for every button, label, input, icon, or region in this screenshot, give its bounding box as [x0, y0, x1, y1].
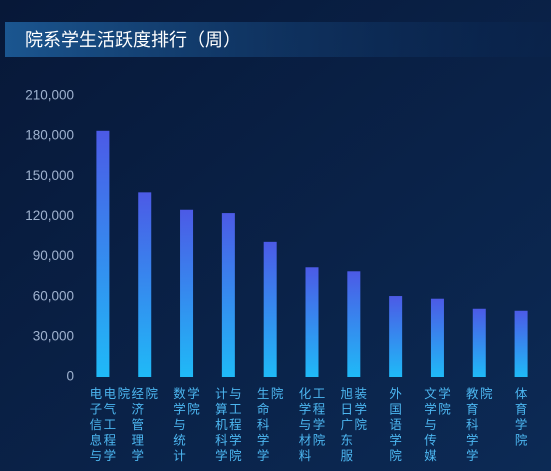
x-tick-label: 数学与统计学院 — [173, 386, 200, 463]
x-tick-label: 旭日广东服装学院 — [341, 386, 368, 463]
bar — [221, 213, 235, 377]
x-tick-label: 教育科学学院 — [466, 386, 493, 463]
x-tick-label: 电子信息与电气工程学院 — [90, 386, 131, 463]
x-tick-label: 经济管理学院 — [131, 386, 158, 463]
chart-title: 院系学生活跃度排行（周） — [25, 30, 241, 51]
bar — [430, 298, 444, 377]
x-tick-label: 体育学院 — [515, 386, 528, 448]
title-bar — [5, 22, 551, 57]
bar — [263, 241, 277, 377]
bar — [472, 308, 486, 377]
bar — [180, 209, 194, 377]
x-tick-label: 文学与传媒学院 — [424, 386, 451, 463]
bar — [389, 296, 403, 377]
bar — [347, 271, 361, 377]
bar — [96, 130, 110, 377]
y-tick-label: 120,000 — [25, 208, 74, 223]
x-tick-label: 计算机科学与工程学院 — [215, 386, 242, 463]
x-tick-label: 外国语学院 — [389, 386, 402, 463]
bar — [305, 267, 319, 377]
y-tick-label: 60,000 — [33, 288, 74, 303]
x-tick-label: 生命科学学院 — [257, 386, 284, 463]
y-tick-label: 150,000 — [25, 168, 74, 183]
y-tick-label: 30,000 — [33, 328, 74, 343]
y-tick-label: 180,000 — [25, 128, 74, 143]
bar — [514, 310, 528, 377]
y-tick-label: 90,000 — [33, 248, 74, 263]
bar — [138, 192, 152, 377]
y-tick-label: 210,000 — [25, 88, 74, 103]
x-tick-label: 化学与材料工程学院 — [299, 386, 326, 463]
y-tick-label: 0 — [66, 369, 74, 384]
